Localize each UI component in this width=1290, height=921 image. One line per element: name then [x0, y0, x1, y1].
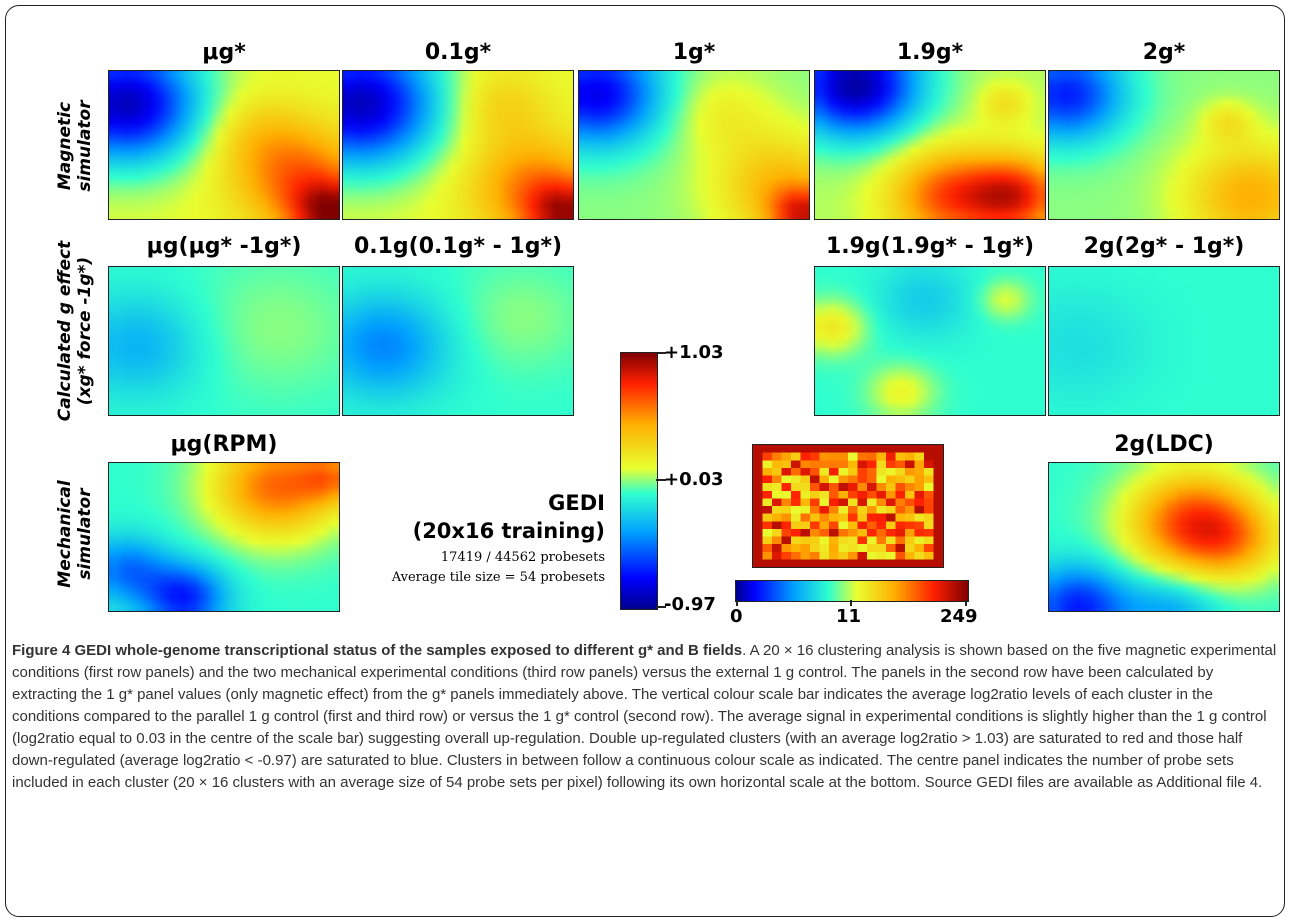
heatmap-r1c5 — [1049, 71, 1279, 219]
vtick-middle — [656, 479, 666, 481]
panel-title-r1c5: 2g* — [1142, 40, 1186, 65]
row1-label-line2: simulator — [75, 100, 95, 192]
htick-middle — [850, 600, 852, 606]
htick-right — [965, 600, 967, 606]
horizontal-colour-scale — [735, 580, 969, 602]
heatmap-panel-r2c1 — [108, 266, 340, 416]
panel-title-r2c5: 2g(2g* - 1g*) — [1083, 234, 1245, 259]
heatmap-panel-r1c5 — [1048, 70, 1280, 220]
panel-title-r2c4: 1.9g(1.9g* - 1g*) — [825, 234, 1035, 259]
heatmap-r2c1 — [109, 267, 339, 415]
row-label-magnetic: Magnetic simulator — [55, 46, 95, 246]
panel-title-r2c1: μg(μg* -1g*) — [146, 234, 302, 259]
heatmap-r2c2 — [343, 267, 573, 415]
row1-label-line1: Magnetic — [55, 101, 75, 191]
heatmap-r1c2 — [343, 71, 573, 219]
vertical-scale-middle-label: +0.03 — [664, 469, 724, 490]
figure-frame — [5, 5, 1285, 917]
heatmap-r1c1 — [109, 71, 339, 219]
gedi-title-line2: (20x16 training) — [412, 519, 605, 543]
row-label-calculated: Calculated g effect (xg* force -1g*) — [55, 231, 95, 431]
heatmap-panel-r1c4 — [814, 70, 1046, 220]
horizontal-scale-middle-label: 11 — [836, 606, 862, 627]
heatmap-r2c4 — [815, 267, 1045, 415]
row3-label-line2: simulator — [75, 488, 95, 580]
horizontal-scale-left-label: 0 — [730, 606, 743, 627]
heatmap-panel-r3c1 — [108, 462, 340, 612]
heatmap-r1c3 — [579, 71, 809, 219]
heatmap-panel-r2c5 — [1048, 266, 1280, 416]
heatmap-r2c5 — [1049, 267, 1279, 415]
heatmap-panel-r2c4 — [814, 266, 1046, 416]
caption-body: . A 20 × 16 clustering analysis is shown… — [12, 642, 1277, 791]
panel-title-r1c3: 1g* — [672, 40, 716, 65]
figure-caption: Figure 4 GEDI whole-genome transcription… — [12, 640, 1280, 794]
panel-title-r1c1: μg* — [202, 40, 246, 65]
probe-count-panel — [752, 444, 944, 568]
panel-title-r1c4: 1.9g* — [896, 40, 964, 65]
gedi-tile-size: Average tile size = 54 probesets — [391, 570, 605, 585]
panel-title-r3c1: μg(RPM) — [170, 432, 278, 457]
heatmap-panel-r3c5 — [1048, 462, 1280, 612]
caption-lead: Figure 4 GEDI whole-genome transcription… — [12, 642, 743, 659]
gedi-title-line1: GEDI — [548, 491, 605, 515]
panel-title-r1c2: 0.1g* — [424, 40, 492, 65]
panel-title-r2c2: 0.1g(0.1g* - 1g*) — [353, 234, 563, 259]
row3-label-line1: Mechanical — [55, 480, 75, 588]
htick-left — [736, 600, 738, 606]
vertical-colour-scale — [620, 352, 658, 610]
vtick-top — [656, 352, 666, 354]
panel-title-r3c5: 2g(LDC) — [1114, 432, 1214, 457]
heatmap-r3c1 — [109, 463, 339, 611]
horizontal-scale-right-label: 249 — [940, 606, 978, 627]
heatmap-r1c4 — [815, 71, 1045, 219]
vertical-scale-bottom-label: -0.97 — [664, 594, 716, 615]
gedi-probesets: 17419 / 44562 probesets — [440, 550, 605, 565]
vertical-scale-top-label: +1.03 — [664, 342, 724, 363]
heatmap-panel-r1c2 — [342, 70, 574, 220]
row2-label-line2: (xg* force -1g*) — [75, 256, 95, 406]
vtick-bottom — [656, 606, 666, 608]
row-label-mechanical: Mechanical simulator — [55, 434, 95, 634]
heatmap-panel-r2c2 — [342, 266, 574, 416]
heatmap-panel-r1c3 — [578, 70, 810, 220]
heatmap-r3c5 — [1049, 463, 1279, 611]
heatmap-panel-r1c1 — [108, 70, 340, 220]
heatmap-probe-count — [753, 445, 943, 567]
row2-label-line1: Calculated g effect — [55, 240, 75, 422]
